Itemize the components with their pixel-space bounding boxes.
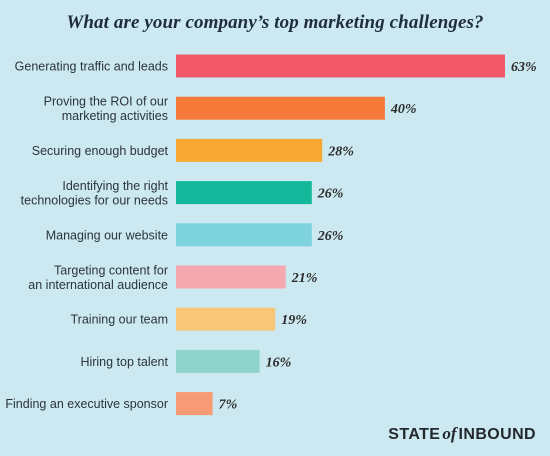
value-label-1: 63% [511,60,537,75]
category-label-8: Hiring top talent [80,355,168,369]
brand-inbound: INBOUND [458,426,536,443]
bar-7 [176,307,276,331]
brand-state: STATE [388,426,441,443]
category-label-2: Proving the ROI of our marketing activiti… [44,95,168,124]
brand-of: of [442,424,457,443]
bar-1 [176,54,505,78]
value-label-3: 28% [327,144,354,159]
bar-8 [176,349,260,373]
bar-4 [176,181,312,205]
category-label-5: Managing our website [46,228,168,242]
category-label-4: Identifying the right technologies for ou… [21,179,169,208]
value-label-2: 40% [390,102,417,117]
value-label-9: 7% [219,398,238,413]
category-label-7: Training our team [71,313,169,327]
bar-2 [176,96,385,120]
bar-5 [176,223,312,247]
value-label-6: 21% [291,271,318,286]
category-label-3: Securing enough budget [32,144,169,158]
value-label-7: 19% [281,313,307,328]
bar-9 [176,392,213,416]
bar-3 [176,138,323,162]
value-label-4: 26% [317,187,344,202]
category-label-1: Generating traffic and leads [15,60,168,74]
category-label-9: Finding an executive sponsor [5,397,168,411]
category-label-6: Targeting content for an international au… [28,263,168,292]
bar-6 [176,265,286,289]
state-of-inbound-logo: STATE of INBOUND [388,424,536,444]
value-label-5: 26% [317,229,344,244]
chart-title: What are your company’s top marketing ch… [66,12,484,33]
value-label-8: 16% [266,355,292,370]
